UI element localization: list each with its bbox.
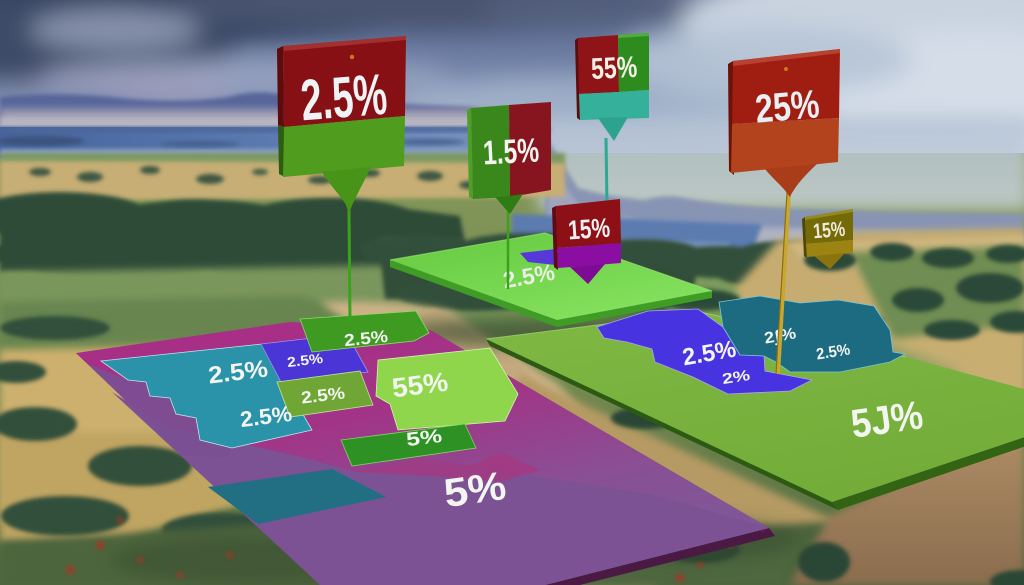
svg-text:15%: 15% [567,213,611,246]
svg-text:2.5%: 2.5% [815,341,851,363]
svg-text:2.5%: 2.5% [298,62,389,134]
svg-text:55%: 55% [390,367,449,404]
svg-text:1.5%: 1.5% [482,132,540,173]
svg-text:25%: 25% [753,82,821,131]
svg-text:2%: 2% [721,367,751,388]
svg-text:5%: 5% [405,426,443,451]
svg-text:5%: 5% [441,464,509,516]
svg-text:5J%: 5J% [848,393,925,447]
svg-text:15%: 15% [812,218,846,244]
svg-text:2.5%: 2.5% [343,327,389,350]
svg-text:2.5%: 2.5% [286,350,324,370]
svg-text:55%: 55% [590,51,638,86]
